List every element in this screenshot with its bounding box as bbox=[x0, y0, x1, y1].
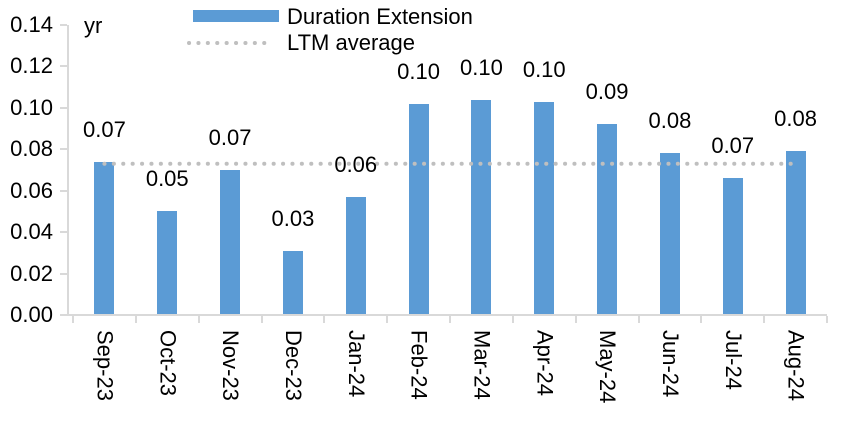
y-axis-unit-label: yr bbox=[84, 13, 103, 38]
x-tick-label-Jan-24: Jan-24 bbox=[343, 330, 369, 398]
y-tick-mark bbox=[60, 65, 67, 68]
x-tick-mark bbox=[763, 316, 766, 323]
bar-value-label: 0.06 bbox=[334, 151, 378, 177]
bar-value-label: 0.03 bbox=[271, 205, 315, 231]
y-tick-mark bbox=[60, 106, 67, 109]
x-tick-mark bbox=[637, 316, 640, 323]
y-tick-mark bbox=[60, 231, 67, 234]
bar-Sep-23 bbox=[94, 161, 115, 314]
bar-Feb-24 bbox=[408, 103, 429, 314]
x-tick-mark bbox=[197, 316, 200, 323]
x-tick-label-Jun-24: Jun-24 bbox=[657, 330, 683, 398]
y-tick-label: 0.02 bbox=[10, 260, 53, 286]
y-tick-label: 0.06 bbox=[10, 177, 53, 203]
x-tick-label-Nov-23: Nov-23 bbox=[218, 330, 244, 401]
x-tick-label-Dec-23: Dec-23 bbox=[280, 330, 306, 401]
bar-value-label: 0.08 bbox=[648, 108, 692, 134]
y-tick-label: 0.12 bbox=[10, 53, 53, 79]
y-tick-label: 0.10 bbox=[10, 94, 53, 120]
x-tick-mark bbox=[386, 316, 389, 323]
y-tick-label: 0.08 bbox=[10, 136, 53, 162]
bar-Jul-24 bbox=[722, 178, 743, 314]
bar-value-label: 0.08 bbox=[774, 106, 817, 132]
duration-extension-legend-swatch bbox=[193, 10, 279, 22]
x-tick-label-Feb-24: Feb-24 bbox=[406, 330, 432, 400]
bar-Nov-23 bbox=[220, 170, 241, 314]
x-tick-label-Jul-24: Jul-24 bbox=[720, 330, 746, 390]
x-tick-label-Mar-24: Mar-24 bbox=[469, 330, 495, 400]
bar-Mar-24 bbox=[471, 99, 492, 314]
bar-Jun-24 bbox=[659, 153, 680, 314]
bar-Apr-24 bbox=[534, 101, 555, 314]
y-tick-mark bbox=[60, 189, 67, 192]
bar-value-label: 0.07 bbox=[711, 133, 755, 159]
bar-value-label: 0.09 bbox=[585, 79, 629, 105]
x-tick-label-Apr-24: Apr-24 bbox=[532, 330, 558, 397]
x-tick-mark bbox=[574, 316, 577, 323]
bar-value-label: 0.10 bbox=[397, 58, 440, 84]
bar-May-24 bbox=[597, 124, 618, 314]
x-tick-mark bbox=[323, 316, 326, 323]
x-tick-mark bbox=[700, 316, 703, 323]
bar-value-label: 0.10 bbox=[459, 54, 503, 80]
x-tick-label-Aug-24: Aug-24 bbox=[783, 330, 809, 401]
bar-value-label: 0.07 bbox=[82, 116, 126, 142]
x-tick-mark bbox=[260, 316, 263, 323]
bar-Jan-24 bbox=[345, 196, 366, 314]
y-tick-mark bbox=[60, 272, 67, 275]
y-tick-mark bbox=[60, 314, 67, 316]
y-axis-line bbox=[67, 25, 69, 316]
x-tick-mark bbox=[511, 316, 514, 323]
y-tick-label: 0.00 bbox=[10, 302, 53, 327]
x-tick-mark bbox=[72, 316, 74, 323]
legend-label-ltm-average: LTM average bbox=[287, 30, 415, 55]
y-tick-mark bbox=[60, 24, 67, 26]
y-tick-label: 0.14 bbox=[10, 12, 53, 37]
bar-value-label: 0.05 bbox=[145, 166, 189, 192]
x-tick-mark bbox=[826, 316, 828, 323]
legend-label-duration-extension: Duration Extension bbox=[287, 4, 473, 29]
bar-value-label: 0.10 bbox=[522, 56, 566, 82]
bar-Dec-23 bbox=[282, 250, 303, 314]
x-tick-label-Sep-23: Sep-23 bbox=[92, 330, 118, 401]
bar-Aug-24 bbox=[785, 151, 806, 314]
y-tick-label: 0.04 bbox=[10, 219, 53, 245]
x-tick-label-Oct-23: Oct-23 bbox=[155, 330, 181, 397]
x-tick-label-May-24: May-24 bbox=[595, 330, 621, 404]
bar-value-label: 0.07 bbox=[208, 125, 252, 150]
x-tick-mark bbox=[449, 316, 451, 323]
bar-Oct-23 bbox=[157, 211, 178, 314]
y-tick-mark bbox=[60, 148, 67, 151]
x-tick-mark bbox=[134, 316, 137, 323]
x-axis-line bbox=[67, 314, 827, 316]
